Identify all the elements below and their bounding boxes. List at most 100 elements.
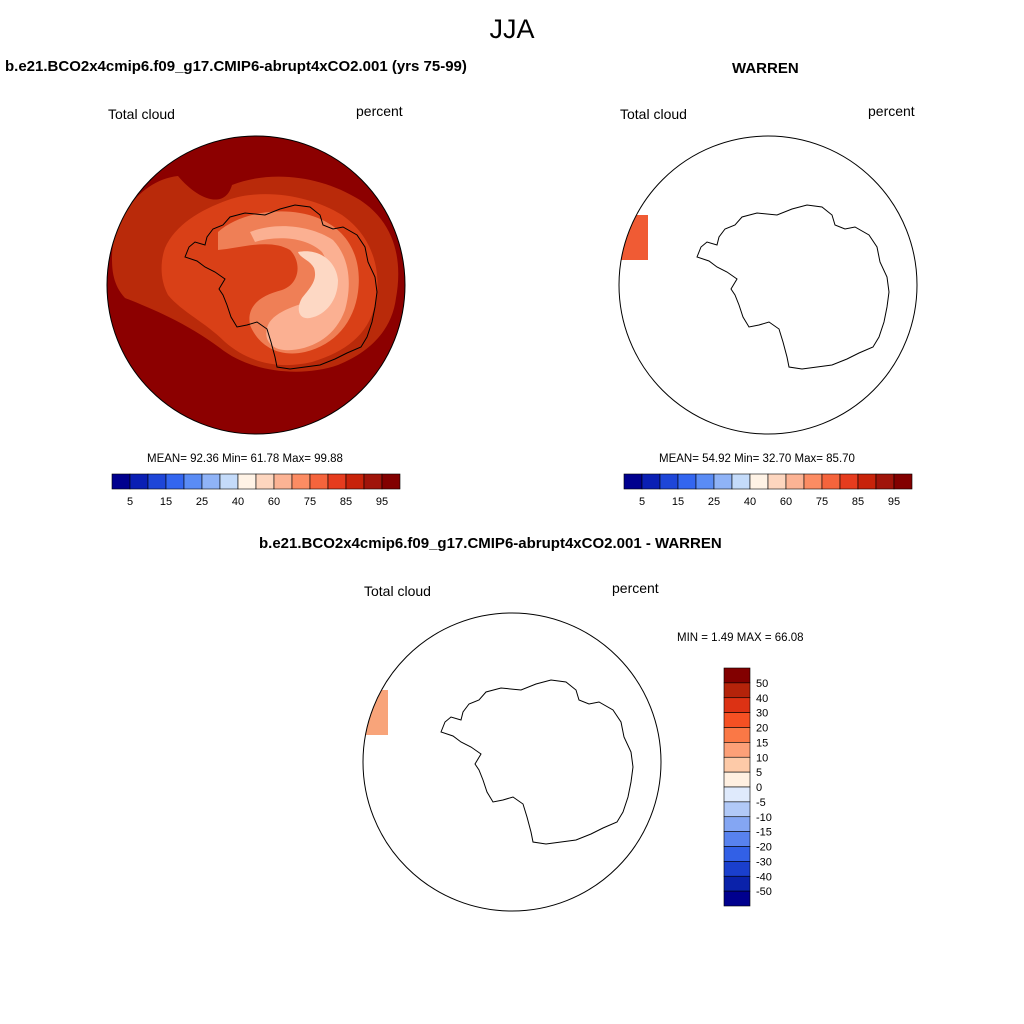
obs-colorbar: 5 15 25 40 60 75 85 95 bbox=[623, 473, 913, 508]
colorbar-tick-label: -30 bbox=[756, 856, 772, 868]
obs-data-strip bbox=[620, 215, 648, 260]
field-band bbox=[250, 226, 349, 351]
colorbar-tick-label: 60 bbox=[780, 496, 792, 508]
model-panel-title: b.e21.BCO2x4cmip6.f09_g17.CMIP6-abrupt4x… bbox=[5, 58, 467, 75]
colorbar-box bbox=[677, 473, 697, 490]
colorbar-tick-label: 85 bbox=[852, 496, 864, 508]
colorbar-box bbox=[111, 473, 131, 490]
colorbar-box bbox=[893, 473, 913, 490]
colorbar-box bbox=[237, 473, 257, 490]
model-colorbar: 5 15 25 40 60 75 85 95 bbox=[111, 473, 401, 508]
colorbar-box bbox=[723, 846, 751, 862]
colorbar-tick-label: 75 bbox=[304, 496, 316, 508]
diff-data-strip bbox=[364, 690, 388, 735]
model-units-label: percent bbox=[356, 103, 403, 119]
colorbar-box bbox=[723, 712, 751, 728]
colorbar-tick-label: 75 bbox=[816, 496, 828, 508]
antarctica-coastline bbox=[696, 204, 890, 370]
colorbar-tick-label: 95 bbox=[376, 496, 388, 508]
colorbar-tick-label: 25 bbox=[708, 496, 720, 508]
colorbar-box bbox=[723, 682, 751, 699]
colorbar-tick-label: 95 bbox=[888, 496, 900, 508]
obs-panel-title: WARREN bbox=[732, 60, 799, 77]
obs-units-label: percent bbox=[868, 103, 915, 119]
antarctica-coastline bbox=[440, 679, 634, 845]
colorbar-tick-label: 40 bbox=[756, 693, 768, 705]
colorbar-box bbox=[723, 875, 751, 892]
colorbar-box bbox=[875, 473, 895, 490]
diff-map bbox=[362, 612, 662, 912]
field-band bbox=[298, 251, 338, 319]
model-stats: MEAN= 92.36 Min= 61.78 Max= 99.88 bbox=[147, 453, 343, 465]
colorbar-tick-label: 40 bbox=[744, 496, 756, 508]
season-title: JJA bbox=[489, 14, 535, 44]
colorbar-box bbox=[857, 473, 877, 490]
colorbar-tick-label: -10 bbox=[756, 812, 772, 824]
colorbar-box bbox=[839, 473, 859, 490]
colorbar-box bbox=[723, 861, 751, 877]
diff-variable-label: Total cloud bbox=[364, 583, 431, 599]
colorbar-box bbox=[327, 473, 347, 490]
colorbar-box bbox=[363, 473, 383, 490]
model-map bbox=[106, 135, 406, 435]
colorbar-tick-label: 15 bbox=[160, 496, 172, 508]
colorbar-box bbox=[623, 473, 643, 490]
colorbar-box bbox=[821, 473, 841, 490]
obs-stats: MEAN= 54.92 Min= 32.70 Max= 85.70 bbox=[659, 453, 855, 465]
model-variable-label: Total cloud bbox=[108, 106, 175, 122]
colorbar-box bbox=[723, 756, 751, 773]
colorbar-box bbox=[129, 473, 149, 490]
colorbar-tick-label: 60 bbox=[268, 496, 280, 508]
colorbar-box bbox=[219, 473, 239, 490]
colorbar-tick-label: 20 bbox=[756, 723, 768, 735]
colorbar-box bbox=[381, 473, 401, 490]
colorbar-tick-label: -5 bbox=[756, 797, 766, 809]
colorbar-box bbox=[723, 831, 751, 847]
colorbar-box bbox=[803, 473, 823, 490]
colorbar-tick-label: 5 bbox=[127, 496, 133, 508]
colorbar-tick-label: 15 bbox=[756, 737, 768, 749]
colorbar-tick-label: -50 bbox=[756, 886, 772, 898]
colorbar-tick-label: -40 bbox=[756, 871, 772, 883]
colorbar-box bbox=[695, 473, 715, 490]
colorbar-box bbox=[273, 473, 293, 490]
colorbar-box bbox=[785, 473, 805, 490]
colorbar-tick-label: -20 bbox=[756, 842, 772, 854]
colorbar-box bbox=[255, 473, 275, 490]
colorbar-box bbox=[723, 786, 751, 803]
colorbar-box bbox=[201, 473, 221, 490]
obs-map bbox=[618, 135, 918, 435]
colorbar-tick-label: 40 bbox=[232, 496, 244, 508]
diff-panel-title: b.e21.BCO2x4cmip6.f09_g17.CMIP6-abrupt4x… bbox=[259, 535, 722, 552]
colorbar-box bbox=[713, 473, 733, 490]
colorbar-box bbox=[731, 473, 751, 490]
colorbar-tick-label: 5 bbox=[639, 496, 645, 508]
colorbar-box bbox=[723, 697, 751, 713]
colorbar-tick-label: 0 bbox=[756, 782, 762, 794]
colorbar-box bbox=[723, 801, 751, 818]
colorbar-tick-label: 50 bbox=[756, 678, 768, 690]
colorbar-box bbox=[723, 771, 751, 788]
colorbar-tick-label: 85 bbox=[340, 496, 352, 508]
colorbar-tick-label: 25 bbox=[196, 496, 208, 508]
colorbar-box bbox=[641, 473, 661, 490]
diff-units-label: percent bbox=[612, 580, 659, 596]
colorbar-tick-label: 15 bbox=[672, 496, 684, 508]
colorbar-box bbox=[723, 816, 751, 832]
colorbar-box bbox=[723, 890, 751, 907]
colorbar-box bbox=[147, 473, 167, 490]
colorbar-tick-label: -15 bbox=[756, 827, 772, 839]
obs-variable-label: Total cloud bbox=[620, 106, 687, 122]
colorbar-box bbox=[345, 473, 365, 490]
colorbar-tick-label: 10 bbox=[756, 752, 768, 764]
colorbar-box bbox=[291, 473, 311, 490]
colorbar-tick-label: 5 bbox=[756, 767, 762, 779]
diff-stats: MIN = 1.49 MAX = 66.08 bbox=[677, 632, 804, 644]
colorbar-box bbox=[767, 473, 787, 490]
colorbar-box bbox=[183, 473, 203, 490]
colorbar-box bbox=[723, 667, 751, 684]
colorbar-box bbox=[749, 473, 769, 490]
colorbar-box bbox=[723, 742, 751, 758]
